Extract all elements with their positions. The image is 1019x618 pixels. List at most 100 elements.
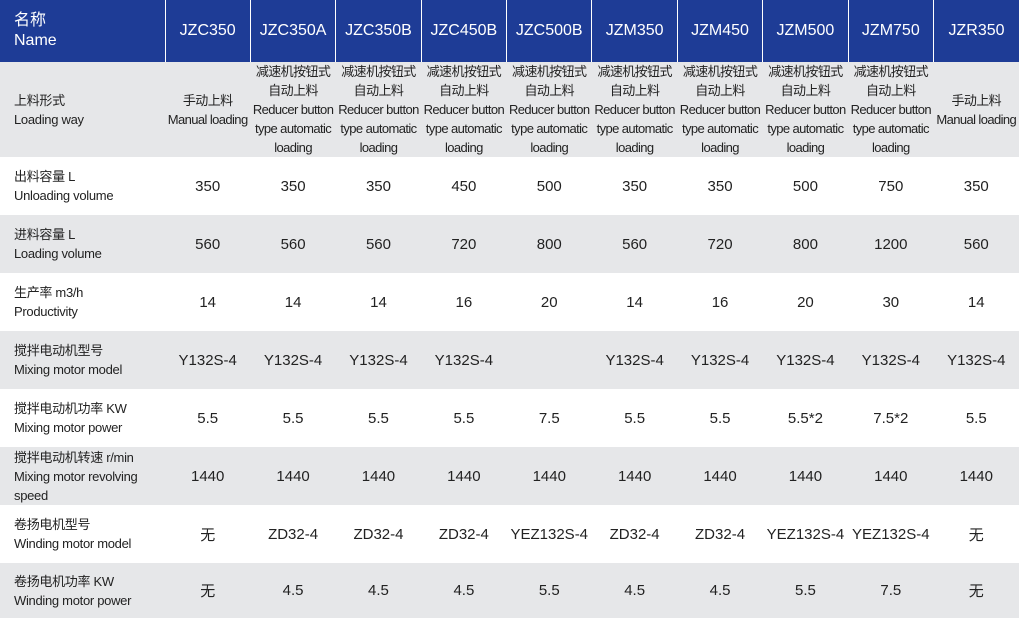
cell: 4.5 [335, 563, 422, 618]
cell-value: Y132S-4 [434, 351, 494, 369]
cell: 16 [677, 273, 762, 331]
cell: 5.5 [592, 389, 677, 447]
cell: ZD32-4 [336, 505, 421, 563]
cell: Y132S-4 [933, 331, 1019, 389]
cell: YEZ132S-4 [763, 505, 848, 563]
cell-value: 800 [792, 235, 818, 253]
label-zh: 出料容量 L [14, 169, 76, 184]
cell: 1440 [165, 447, 251, 505]
cell-value: 无 [200, 583, 216, 600]
cell: 4.5 [421, 563, 507, 618]
cell-value: 5.5 [709, 409, 731, 427]
cell-value: Y132S-4 [178, 351, 237, 369]
cell: 无 [165, 505, 250, 563]
cell-value: 30 [882, 293, 900, 311]
cell: 减速机按钮式自动上料 Reducer button type automatic … [677, 62, 763, 157]
cell-zh: 减速机按钮式自动上料 [682, 64, 758, 98]
cell-value: 14 [626, 293, 643, 311]
label-en: Mixing motor model [14, 362, 123, 377]
cell-value: 560 [365, 235, 391, 253]
cell-zh: 减速机按钮式自动上料 [426, 64, 502, 98]
cell-value: 无 [968, 583, 984, 600]
table-row: 卷扬电机功率 KW Winding motor power 无 4.5 4.5 4.5 5.… [0, 563, 1019, 618]
cell: 1440 [421, 447, 507, 505]
cell-en: Reducer button type automatic loading [509, 102, 590, 155]
label-en: Loading way [14, 111, 84, 127]
cell-zh: 减速机按钮式自动上料 [597, 64, 672, 98]
cell: ZD32-4 [592, 505, 677, 563]
cell-value: 1440 [447, 467, 481, 485]
label-en: Mixing motor revolving speed [14, 468, 138, 503]
label-zh: 卷扬电机型号 [14, 517, 91, 532]
cell: 4.5 [250, 563, 336, 618]
cell-value: 1440 [276, 467, 310, 485]
cell: 14 [592, 273, 677, 331]
cell-value: 1440 [617, 467, 652, 485]
header-row: 名称 Name JZC350 JZC350A JZC350B JZC450B JZC500… [0, 0, 1019, 62]
cell-value: 350 [707, 177, 733, 195]
cell-en: Manual loading [936, 111, 1017, 127]
column-header: JZM450 [676, 0, 763, 62]
label-en: Winding motor power [14, 592, 132, 608]
table-header: 名称 Name JZC350 JZC350A JZC350B JZC450B JZC500… [0, 0, 1019, 62]
cell-value: 14 [370, 293, 387, 311]
cell: 16 [421, 273, 506, 331]
cell-value: 350 [280, 177, 306, 195]
cell: 750 [848, 157, 933, 215]
cell: 1440 [506, 447, 592, 505]
cell-value: ZD32-4 [438, 525, 489, 543]
cell-value: ZD32-4 [695, 525, 746, 543]
column-header: JZM500 [762, 0, 849, 62]
label-zh: 进料容量 L [14, 227, 76, 242]
cell-value: 4.5 [624, 582, 646, 599]
cell-value: 20 [540, 293, 558, 311]
cell-value: 4.5 [709, 582, 731, 599]
cell: Y132S-4 [421, 331, 507, 389]
cell-zh: 手动上料 [951, 92, 1002, 108]
cell: 500 [507, 157, 592, 215]
cell: 350 [592, 157, 677, 215]
cell-value: YEZ132S-4 [510, 525, 589, 543]
cell-zh: 手动上料 [182, 92, 233, 108]
cell: YEZ132S-4 [507, 505, 592, 563]
cell: 560 [591, 215, 678, 273]
cell: 手动上料 Manual loading [933, 62, 1019, 157]
cell: 720 [421, 215, 507, 273]
cell-value: 16 [711, 293, 729, 311]
column-header: JZC350B [335, 0, 422, 62]
cell-value: 560 [622, 235, 648, 253]
cell-value: ZD32-4 [268, 525, 319, 543]
cell-value: Y132S-4 [690, 351, 750, 369]
cell-value: 4.5 [282, 582, 304, 599]
cell: 5.5 [934, 389, 1019, 447]
column-header: JZC450B [420, 0, 507, 62]
cell-zh: 减速机按钮式自动上料 [512, 64, 587, 98]
row-label: 卷扬电机型号 Winding motor model [0, 505, 165, 563]
table-row: 出料容量 L Unloading volume 350 350 350 450 500 350… [0, 157, 1019, 215]
cell: 5.5 [677, 389, 762, 447]
cell: 减速机按钮式自动上料 Reducer button type automatic … [335, 62, 422, 157]
cell-value: 5.5 [282, 409, 304, 427]
row-label: 生产率 m3/h Productivity [0, 273, 165, 331]
cell-value: Y132S-4 [605, 351, 664, 369]
cell-en: Reducer button type automatic loading [252, 102, 334, 155]
cell-value: 1440 [874, 467, 908, 485]
label-zh: 卷扬电机功率 KW [14, 573, 114, 589]
cell: 14 [336, 273, 421, 331]
cell: 1440 [591, 447, 678, 505]
cell-value: 350 [365, 177, 391, 195]
cell-value: Y132S-4 [861, 351, 920, 369]
cell: 减速机按钮式自动上料 Reducer button type automatic … [506, 62, 592, 157]
cell: 800 [762, 215, 849, 273]
cell-value: Y132S-4 [263, 351, 323, 369]
label-en: Unloading volume [14, 188, 114, 203]
cell: 7.5 [507, 389, 592, 447]
cell: 720 [677, 215, 763, 273]
cell-value: 500 [792, 177, 818, 195]
cell-en: Reducer button type automatic loading [765, 102, 846, 155]
cell: 560 [933, 215, 1019, 273]
cell-value: 450 [451, 177, 477, 195]
cell-value: 750 [878, 177, 904, 195]
cell-value: Y132S-4 [349, 351, 408, 369]
